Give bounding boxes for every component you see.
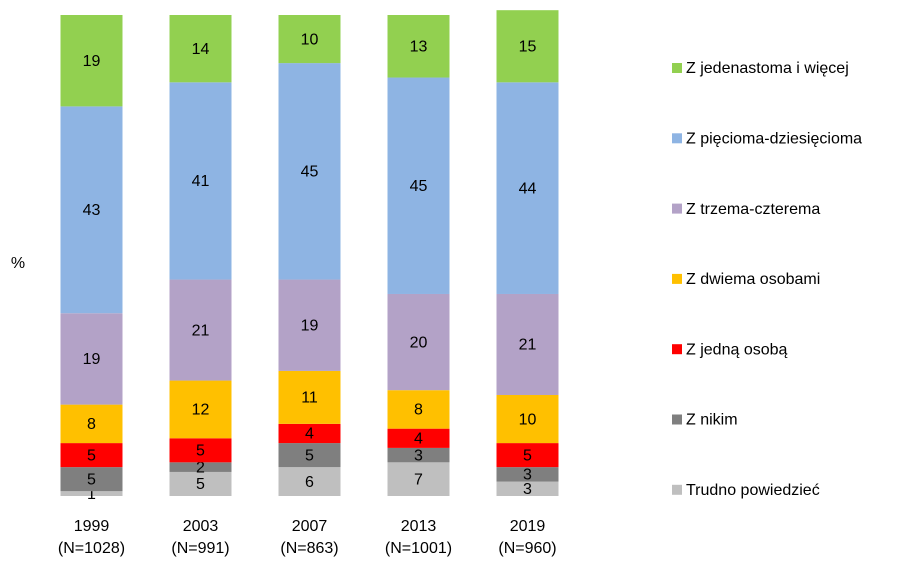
data-label: 19 xyxy=(83,53,101,70)
bar-segment xyxy=(60,443,123,468)
bar-segment xyxy=(278,423,341,444)
legend-label: Z pięcioma-dziesięcioma xyxy=(686,131,862,148)
bar-segment xyxy=(278,15,341,64)
bar-segment xyxy=(387,390,450,429)
data-label: 5 xyxy=(523,447,532,464)
data-label: 10 xyxy=(519,411,537,428)
bar-segment xyxy=(496,10,559,83)
x-tick-label: 2003 xyxy=(183,518,219,535)
data-label: 45 xyxy=(301,164,319,181)
bar-segment xyxy=(496,443,559,468)
data-label: 5 xyxy=(87,471,96,488)
bar-segment xyxy=(387,447,450,463)
data-label: 20 xyxy=(410,334,428,351)
data-label: 2 xyxy=(196,459,205,476)
bar-segment xyxy=(60,491,123,496)
bar-segment xyxy=(278,467,341,496)
data-label: 12 xyxy=(192,402,210,419)
x-tick-label: 2007 xyxy=(292,518,328,535)
bar-segment xyxy=(278,443,341,468)
data-label: 41 xyxy=(192,173,210,190)
x-tick-note: (N=863) xyxy=(280,540,338,557)
data-label: 3 xyxy=(523,481,532,498)
data-label: 5 xyxy=(87,447,96,464)
legend-label: Z trzema-czterema xyxy=(686,201,820,218)
bar-segment xyxy=(169,471,232,496)
bar-segment xyxy=(278,370,341,424)
data-label: 6 xyxy=(305,474,314,491)
legend-swatch xyxy=(672,63,682,73)
x-tick-note: (N=960) xyxy=(498,540,556,557)
bar-segment xyxy=(387,462,450,496)
data-label: 4 xyxy=(305,426,314,443)
data-label: 3 xyxy=(523,467,532,484)
legend-swatch xyxy=(672,133,682,144)
legend-label: Z jedną osobą xyxy=(686,341,788,358)
data-label: 45 xyxy=(410,178,428,195)
bar-segment xyxy=(60,467,123,492)
data-label: 14 xyxy=(192,41,210,58)
bar-segment xyxy=(496,467,559,482)
data-label: 15 xyxy=(519,38,537,55)
legend-swatch xyxy=(672,484,682,495)
bar-segment xyxy=(387,428,450,448)
data-label: 7 xyxy=(414,471,423,488)
bar-segment xyxy=(169,462,232,472)
bar-segment xyxy=(169,438,232,463)
data-label: 8 xyxy=(414,402,423,419)
bar-segment xyxy=(496,293,559,395)
data-label: 21 xyxy=(519,337,537,354)
legend-swatch xyxy=(672,344,682,355)
bar-segment xyxy=(60,106,123,314)
x-tick-label: 1999 xyxy=(74,518,110,535)
bar-segment xyxy=(60,15,123,107)
data-label: 4 xyxy=(414,430,423,447)
data-label: 10 xyxy=(301,31,319,48)
bar-segment xyxy=(496,394,559,444)
data-label: 43 xyxy=(83,202,101,219)
legend-label: Z jedenastoma i więcej xyxy=(686,60,849,77)
bar-segment xyxy=(169,380,232,439)
data-label: 21 xyxy=(192,322,210,339)
data-label: 13 xyxy=(410,38,428,55)
bar-segment xyxy=(169,82,232,280)
data-label: 44 xyxy=(519,180,537,197)
legend-label: Z dwiema osobami xyxy=(686,271,820,288)
legend-label: Trudno powiedzieć xyxy=(686,482,820,499)
legend-swatch xyxy=(672,273,682,284)
bar-segment xyxy=(496,82,559,294)
legend-swatch xyxy=(672,203,682,214)
bar-segment xyxy=(278,279,341,371)
bar-segment xyxy=(169,15,232,83)
bar-segment xyxy=(496,481,559,496)
x-tick-note: (N=991) xyxy=(171,540,229,557)
bar-segment xyxy=(60,313,123,405)
x-tick-note: (N=1028) xyxy=(58,540,125,557)
x-tick-label: 2013 xyxy=(401,518,437,535)
legend-swatch xyxy=(672,414,682,425)
bar-segment xyxy=(387,77,450,294)
bar-segment xyxy=(278,63,341,280)
data-label: 11 xyxy=(301,390,318,407)
data-label: 5 xyxy=(196,476,205,493)
data-label: 5 xyxy=(196,443,205,460)
data-label: 5 xyxy=(305,447,314,464)
data-label: 19 xyxy=(301,317,319,334)
data-label: 1 xyxy=(87,486,96,503)
x-tick-label: 2019 xyxy=(510,518,546,535)
bar-segment xyxy=(169,279,232,381)
legend-label: Z nikim xyxy=(686,412,738,429)
bar-segment xyxy=(60,404,123,444)
data-label: 8 xyxy=(87,416,96,433)
y-axis-label: % xyxy=(11,255,25,272)
data-label: 19 xyxy=(83,351,101,368)
x-tick-note: (N=1001) xyxy=(385,540,452,557)
bar-segment xyxy=(387,15,450,78)
bar-segment xyxy=(387,293,450,391)
data-label: 3 xyxy=(414,447,423,464)
